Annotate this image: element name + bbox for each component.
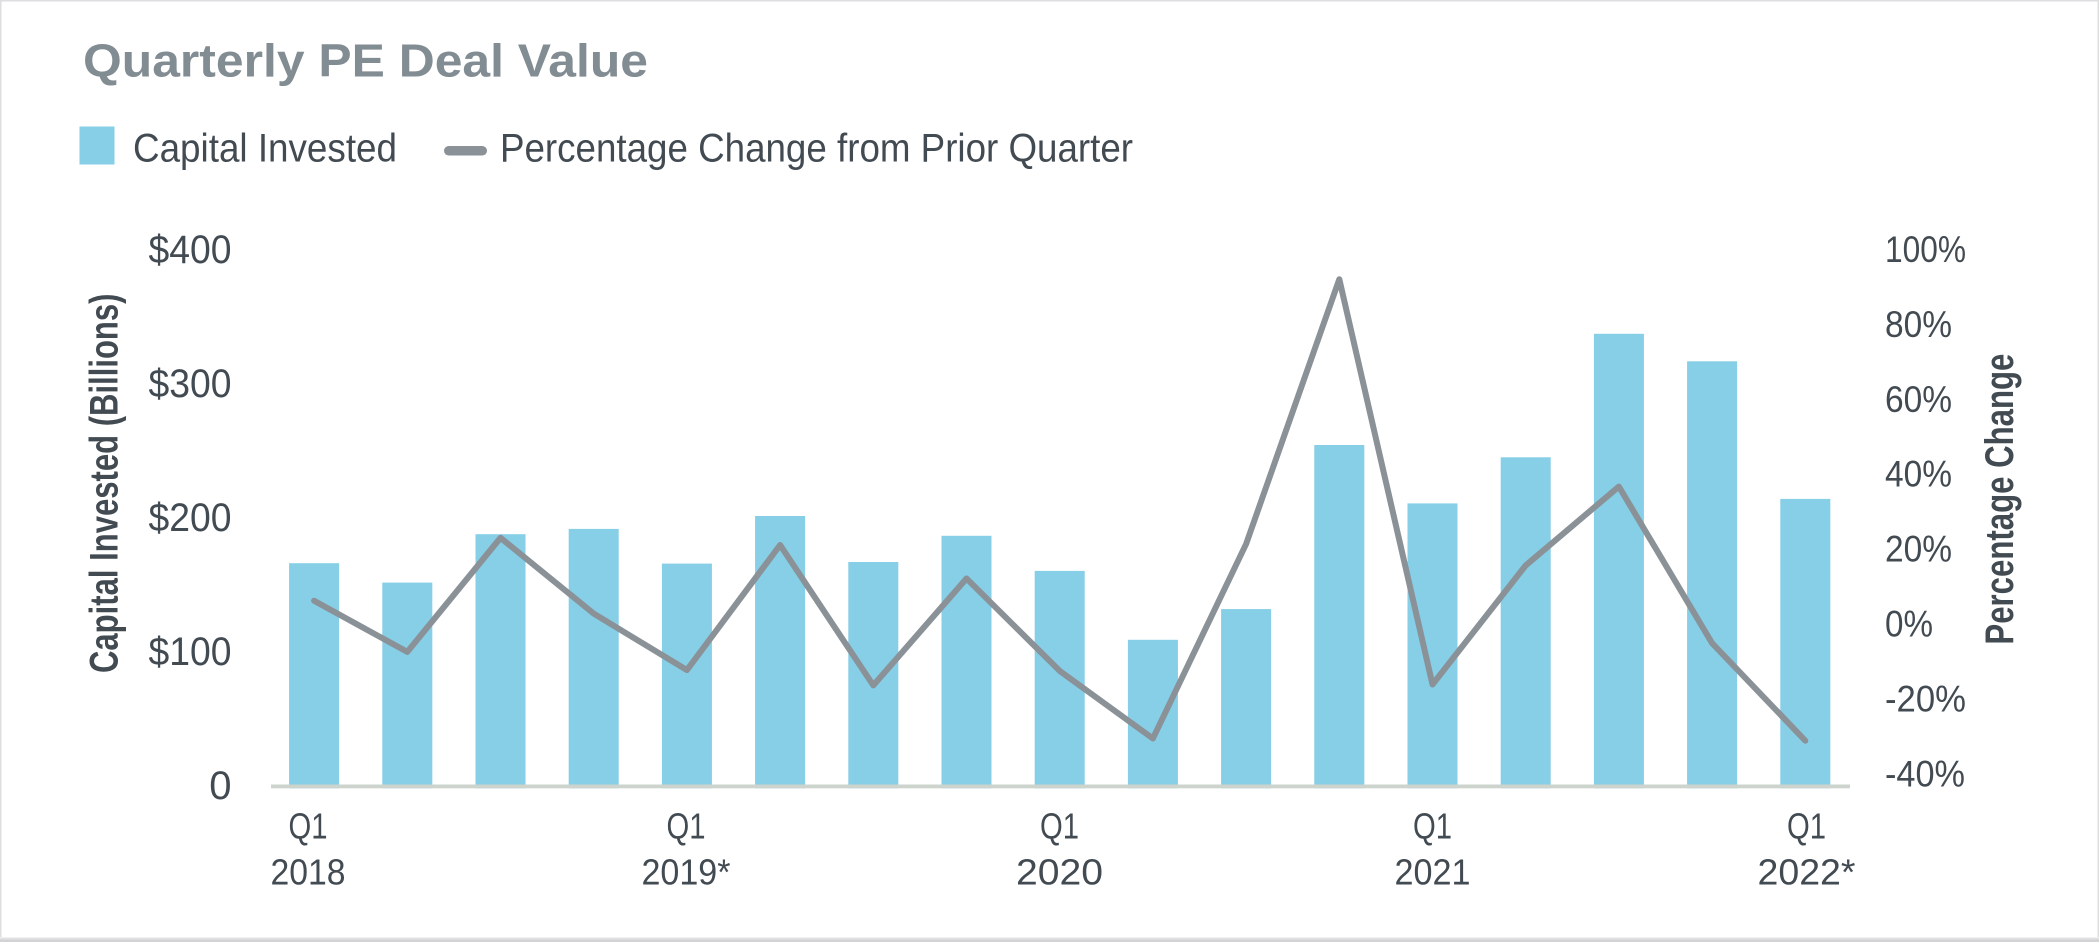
- svg-text:Quarterly PE Deal Value: Quarterly PE Deal Value: [83, 34, 648, 86]
- svg-text:2021: 2021: [1395, 851, 1471, 892]
- svg-text:Q1: Q1: [1787, 806, 1826, 847]
- svg-text:$100: $100: [149, 630, 232, 674]
- svg-text:40%: 40%: [1885, 454, 1952, 495]
- svg-text:80%: 80%: [1885, 304, 1952, 345]
- svg-text:$400: $400: [149, 228, 232, 272]
- svg-text:100%: 100%: [1885, 229, 1966, 270]
- svg-text:Q1: Q1: [667, 806, 706, 847]
- svg-text:2018: 2018: [271, 851, 346, 892]
- svg-text:20%: 20%: [1885, 529, 1952, 570]
- svg-text:60%: 60%: [1885, 379, 1952, 420]
- svg-text:Percentage Change from Prior Q: Percentage Change from Prior Quarter: [500, 127, 1133, 171]
- svg-text:$200: $200: [149, 496, 232, 540]
- svg-text:Capital Invested (Billions): Capital Invested (Billions): [83, 294, 127, 674]
- svg-text:-20%: -20%: [1885, 678, 1966, 719]
- svg-text:Q1: Q1: [1413, 806, 1452, 847]
- svg-text:Percentage Change: Percentage Change: [1978, 354, 2022, 645]
- svg-text:0: 0: [209, 764, 231, 808]
- svg-text:Q1: Q1: [1040, 806, 1079, 847]
- svg-text:-40%: -40%: [1885, 753, 1965, 794]
- svg-text:Q1: Q1: [289, 806, 328, 847]
- svg-text:$300: $300: [149, 362, 232, 406]
- svg-text:0%: 0%: [1885, 604, 1933, 645]
- svg-text:2022*: 2022*: [1758, 851, 1856, 892]
- svg-text:2019*: 2019*: [642, 851, 731, 892]
- svg-text:2020: 2020: [1016, 851, 1103, 892]
- svg-text:Capital Invested: Capital Invested: [133, 127, 397, 171]
